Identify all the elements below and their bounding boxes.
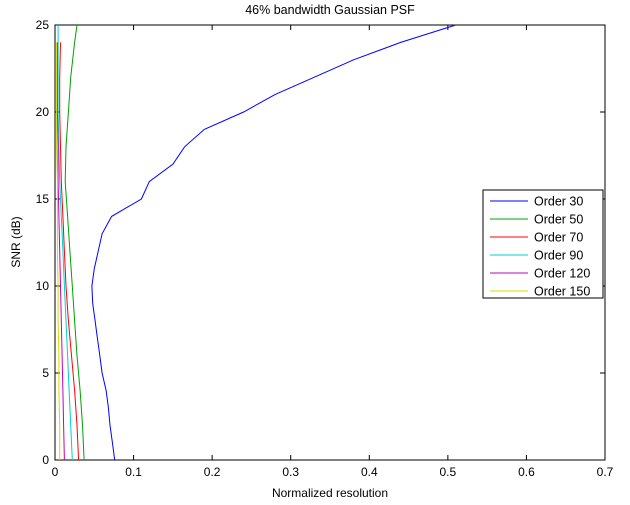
- x-tick-label: 0.2: [204, 465, 221, 479]
- series-line-order-70: [59, 42, 80, 461]
- chart-title: 46% bandwidth Gaussian PSF: [245, 3, 415, 17]
- series-lines: [56, 24, 456, 461]
- y-tick-label: 0: [42, 453, 49, 467]
- x-tick-label: 0.1: [125, 465, 142, 479]
- series-line-order-120: [56, 42, 65, 461]
- x-tick-label: 0.7: [597, 465, 614, 479]
- x-tick-label: 0.4: [361, 465, 378, 479]
- y-tick-label: 5: [42, 366, 49, 380]
- series-line-order-90: [57, 25, 73, 461]
- legend-box: [482, 189, 604, 299]
- x-tick-label: 0.6: [518, 465, 535, 479]
- x-tick-label: 0.3: [282, 465, 299, 479]
- y-tick-label: 10: [36, 279, 50, 293]
- series-line-order-30: [91, 24, 456, 461]
- legend-entry: Order 50: [534, 213, 583, 227]
- legend-entry: Order 70: [534, 231, 583, 245]
- legend-entry: Order 150: [534, 285, 590, 299]
- y-tick-label: 15: [36, 192, 50, 206]
- x-tick-label: 0: [52, 465, 59, 479]
- y-tick-label: 25: [36, 18, 50, 32]
- legend-entry: Order 30: [534, 195, 583, 209]
- x-axis-label: Normalized resolution: [272, 486, 388, 500]
- y-axis-label: SNR (dB): [9, 216, 23, 267]
- y-tick-label: 20: [36, 105, 50, 119]
- series-line-order-150: [56, 42, 61, 460]
- legend-entry: Order 90: [534, 249, 583, 263]
- legend: Order 30 Order 50 Order 70 Order 90 Order 12…: [482, 189, 604, 299]
- series-line-order-50: [64, 24, 85, 461]
- x-tick-label: 0.5: [440, 465, 457, 479]
- legend-entry: Order 120: [534, 267, 590, 281]
